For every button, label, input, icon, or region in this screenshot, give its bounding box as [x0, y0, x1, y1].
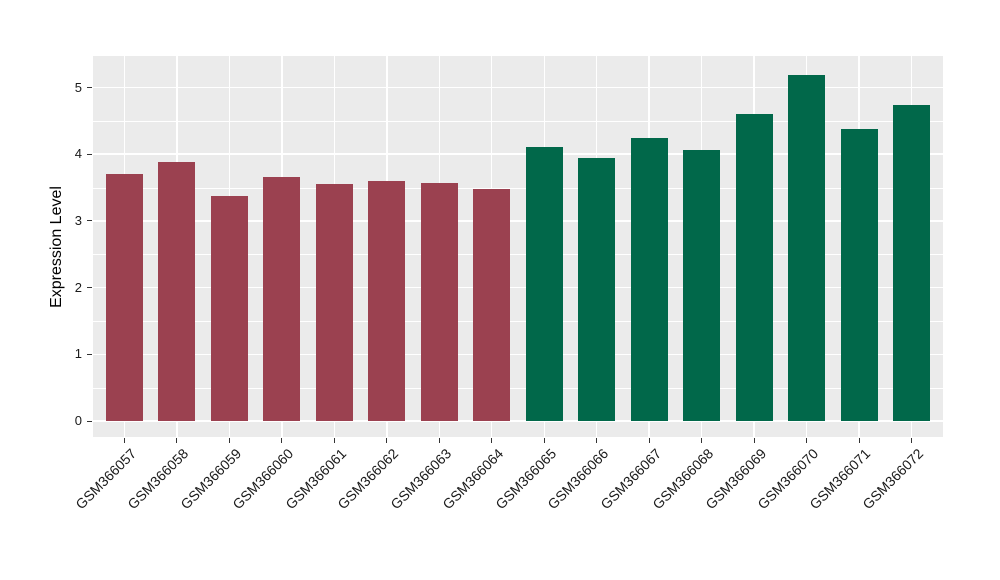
bar-GSM366065 — [525, 146, 563, 421]
gridline-minor-y-4.5 — [93, 120, 943, 122]
y-tickmark-1 — [87, 353, 92, 355]
bar-GSM366071 — [840, 128, 878, 421]
y-tickmark-4 — [87, 153, 92, 155]
x-tickmark-GSM366067 — [648, 438, 650, 443]
bar-GSM366062 — [368, 180, 406, 421]
bar-GSM366064 — [473, 188, 511, 421]
plot-panel — [93, 56, 943, 437]
y-tick-label-4: 4 — [74, 146, 82, 162]
y-tick-label-3: 3 — [74, 212, 82, 228]
gridline-major-y-0 — [93, 420, 943, 422]
bar-GSM366060 — [263, 176, 301, 421]
gridline-major-y-5 — [93, 86, 943, 89]
bar-GSM366072 — [893, 104, 931, 421]
y-tickmark-0 — [87, 420, 92, 422]
gridline-major-y-2 — [93, 286, 943, 289]
y-tickmark-5 — [87, 87, 92, 88]
y-tick-label-0: 0 — [74, 413, 82, 428]
bar-GSM366063 — [420, 182, 458, 421]
x-tickmark-GSM366070 — [806, 438, 808, 443]
x-tickmark-GSM366064 — [491, 438, 493, 443]
gridline-major-y-4 — [93, 153, 943, 155]
bar-GSM366059 — [210, 196, 248, 421]
y-tick-label-5: 5 — [74, 79, 82, 95]
bar-GSM366066 — [578, 157, 616, 421]
bar-GSM366058 — [158, 162, 196, 421]
gridline-minor-y-2.5 — [93, 254, 943, 256]
x-tickmark-GSM366057 — [123, 438, 125, 443]
x-tickmark-GSM366058 — [176, 438, 178, 443]
bar-GSM366069 — [735, 113, 773, 421]
gridline-major-y-1 — [93, 353, 943, 356]
x-tickmark-GSM366062 — [386, 438, 388, 443]
x-tickmark-GSM366069 — [753, 438, 755, 443]
bar-GSM366067 — [630, 138, 668, 421]
bar-GSM366057 — [105, 174, 143, 421]
x-tickmark-GSM366068 — [701, 438, 703, 443]
x-tickmark-GSM366061 — [333, 438, 335, 443]
y-tick-label-1: 1 — [74, 346, 82, 362]
y-tickmark-2 — [87, 287, 92, 289]
bar-GSM366068 — [683, 150, 721, 421]
bar-GSM366061 — [315, 184, 353, 421]
x-tickmark-GSM366063 — [438, 438, 440, 443]
x-tickmark-GSM366066 — [596, 438, 598, 443]
x-tickmark-GSM366059 — [228, 438, 230, 443]
y-tickmark-3 — [87, 220, 92, 222]
x-tickmark-GSM366071 — [858, 438, 860, 443]
bar-GSM366070 — [788, 74, 826, 421]
gridline-minor-y-1.5 — [93, 320, 943, 322]
x-tickmark-GSM366065 — [543, 438, 545, 443]
gridline-minor-y-0.5 — [93, 387, 943, 389]
x-tickmark-GSM366060 — [281, 438, 283, 443]
x-tickmark-GSM366072 — [911, 438, 913, 443]
gridline-major-y-3 — [93, 220, 943, 222]
y-tick-label-2: 2 — [74, 279, 82, 295]
gridline-minor-y-3.5 — [93, 187, 943, 189]
